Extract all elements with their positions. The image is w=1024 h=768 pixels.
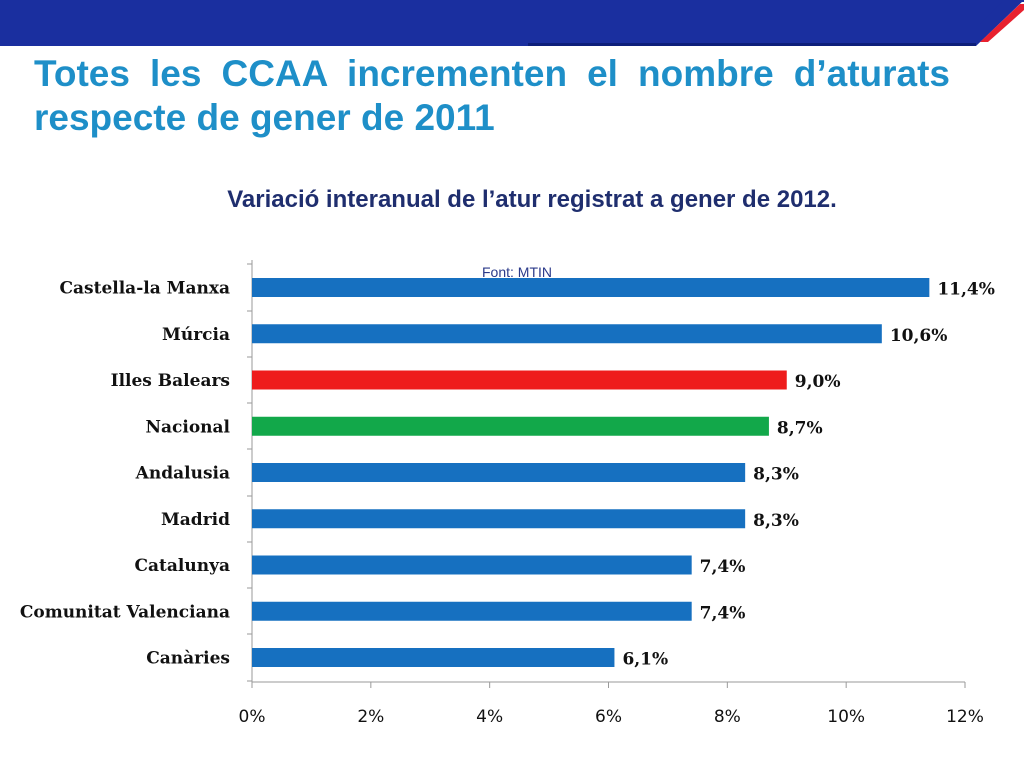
- bar: [252, 370, 787, 390]
- x-tick-label: 8%: [714, 707, 741, 727]
- value-label: 10,6%: [890, 326, 948, 346]
- value-label: 8,3%: [753, 465, 799, 485]
- value-label: 7,4%: [700, 557, 746, 577]
- header-bar: [0, 0, 1024, 46]
- bar: [252, 278, 930, 297]
- bar: [252, 648, 615, 667]
- category-label: Andalusia: [135, 464, 230, 484]
- x-tick-label: 6%: [595, 707, 622, 727]
- category-label: Madrid: [161, 510, 230, 530]
- x-tick-label: 10%: [827, 707, 865, 727]
- chart-title: Variació interanual de l’atur registrat …: [227, 186, 837, 213]
- bar-chart: Castella-la Manxa 11,4% Múrcia 10,6% Illes B…: [20, 260, 995, 727]
- value-label: 6,1%: [622, 650, 668, 670]
- bar: [252, 324, 882, 344]
- value-label: 9,0%: [795, 372, 841, 392]
- category-label: Canàries: [146, 649, 230, 669]
- value-label: 8,3%: [753, 511, 799, 531]
- category-label: Castella-la Manxa: [59, 279, 230, 299]
- category-label: Comunitat Valenciana: [20, 602, 230, 622]
- slide-title: Totes les CCAA incrementen el nombre d’a…: [34, 53, 950, 138]
- x-tick-label: 12%: [946, 707, 984, 727]
- category-label: Catalunya: [135, 556, 230, 576]
- bar: [252, 416, 769, 436]
- corner-accent: [976, 0, 1024, 46]
- chart-source: Font: MTIN: [482, 264, 553, 280]
- value-label: 11,4%: [937, 280, 995, 300]
- bar: [252, 509, 746, 529]
- x-tick-label: 0%: [239, 707, 266, 727]
- value-label: 7,4%: [700, 603, 746, 623]
- category-label: Illes Balears: [111, 371, 230, 391]
- value-label: 8,7%: [777, 418, 823, 438]
- category-label: Múrcia: [162, 325, 230, 345]
- x-tick-label: 2%: [357, 707, 384, 727]
- category-label: Nacional: [145, 417, 230, 437]
- bar: [252, 601, 692, 621]
- bar: [252, 463, 746, 482]
- x-tick-label: 4%: [476, 707, 503, 727]
- header-underline: [528, 43, 976, 46]
- bar: [252, 555, 692, 575]
